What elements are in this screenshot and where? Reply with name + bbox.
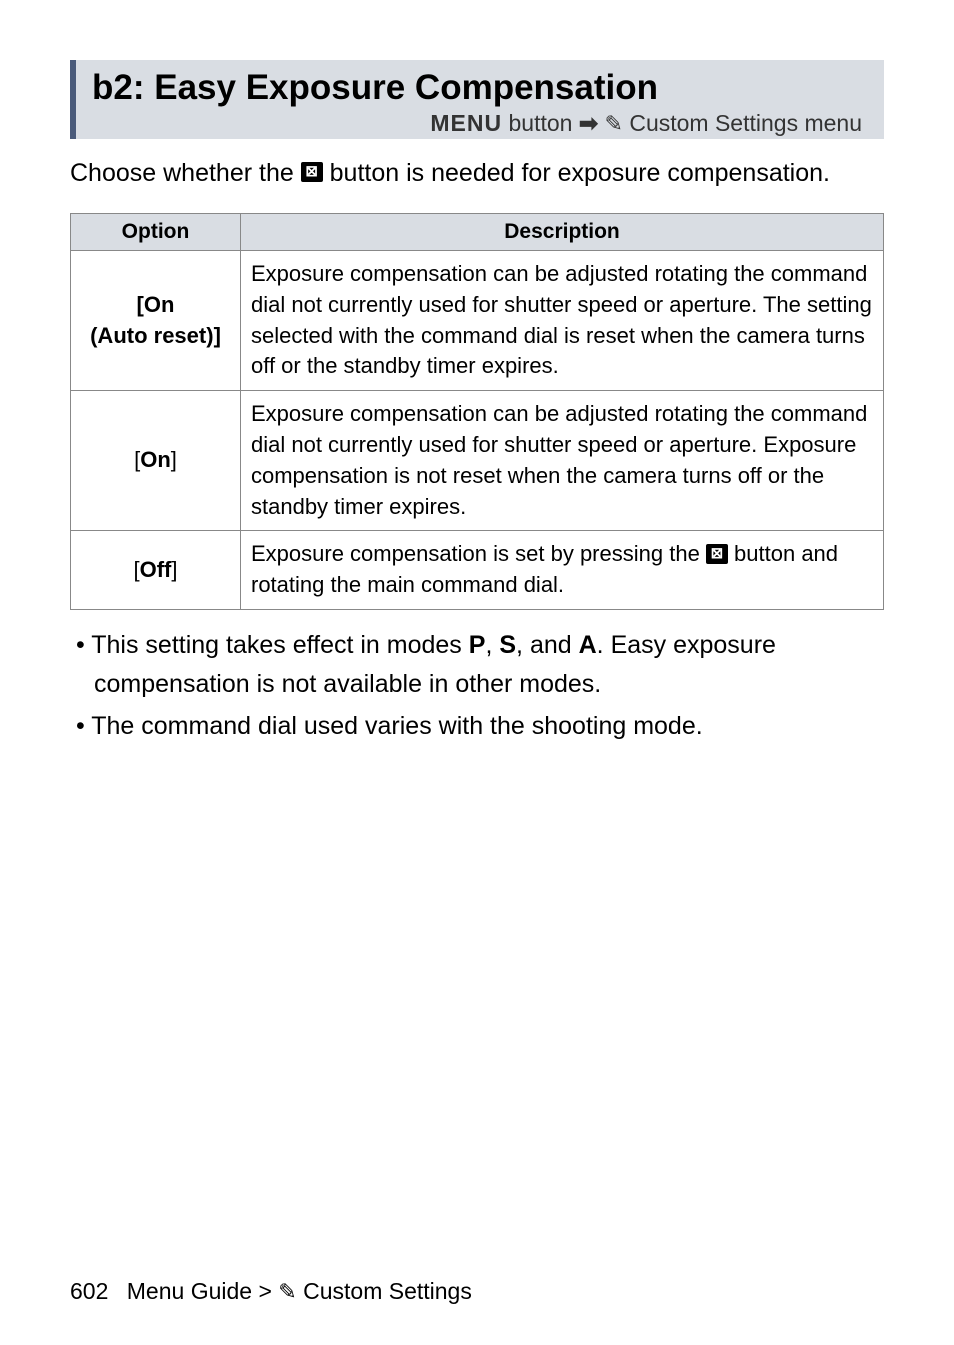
description-cell: Exposure compensation can be adjusted ro… [241, 391, 884, 531]
options-table: Option Description [On (Auto reset)] Exp… [70, 213, 884, 610]
intro-after: button is needed for exposure compensati… [323, 159, 830, 187]
intro-text: Choose whether the ⊠ button is needed fo… [70, 153, 884, 193]
breadcrumb-button-text: button [502, 110, 579, 136]
pencil-icon: ✎ [605, 111, 623, 137]
description-cell: Exposure compensation can be adjusted ro… [241, 251, 884, 391]
table-row: [On (Auto reset)] Exposure compensation … [71, 251, 884, 391]
mode-a: A [579, 631, 597, 659]
mode-p: P [469, 631, 486, 659]
table-row: [Off] Exposure compensation is set by pr… [71, 531, 884, 610]
option-cell: [On (Auto reset)] [71, 251, 241, 391]
option-label: [On] [134, 447, 177, 472]
option-cell: [Off] [71, 531, 241, 610]
desc-before: Exposure compensation is set by pressing… [251, 541, 706, 566]
pencil-icon: ✎ [278, 1279, 296, 1305]
header-description: Description [241, 214, 884, 251]
option-cell: [On] [71, 391, 241, 531]
header-option: Option [71, 214, 241, 251]
sep1: , [485, 631, 499, 659]
exposure-comp-icon: ⊠ [706, 544, 728, 564]
notes-list: This setting takes effect in modes P, S,… [70, 626, 884, 746]
list-item: The command dial used varies with the sh… [70, 707, 884, 746]
option-label-line1: [On [137, 292, 175, 317]
description-cell: Exposure compensation is set by pressing… [241, 531, 884, 610]
intro-before: Choose whether the [70, 159, 301, 187]
page-footer: 602 Menu Guide > ✎ Custom Settings [70, 1278, 472, 1305]
title-bar: b2: Easy Exposure Compensation MENU butt… [70, 60, 884, 139]
breadcrumb: MENU button ➡ ✎ Custom Settings menu [92, 110, 868, 137]
footer-guide-after: Custom Settings [297, 1278, 472, 1304]
menu-label: MENU [430, 110, 502, 136]
arrow-icon: ➡ [579, 110, 598, 136]
sep2: , and [516, 631, 579, 659]
footer-guide-before: Menu Guide > [127, 1278, 279, 1304]
exposure-comp-icon: ⊠ [301, 162, 323, 182]
list-item: This setting takes effect in modes P, S,… [70, 626, 884, 704]
note1-before: This setting takes effect in modes [91, 631, 469, 659]
option-label-line2: (Auto reset)] [90, 323, 221, 348]
page-number: 602 [70, 1278, 108, 1304]
breadcrumb-target: Custom Settings menu [623, 110, 862, 136]
table-row: [On] Exposure compensation can be adjust… [71, 391, 884, 531]
page-title: b2: Easy Exposure Compensation [92, 68, 868, 108]
option-label: [Off] [133, 557, 177, 582]
mode-s: S [499, 631, 516, 659]
